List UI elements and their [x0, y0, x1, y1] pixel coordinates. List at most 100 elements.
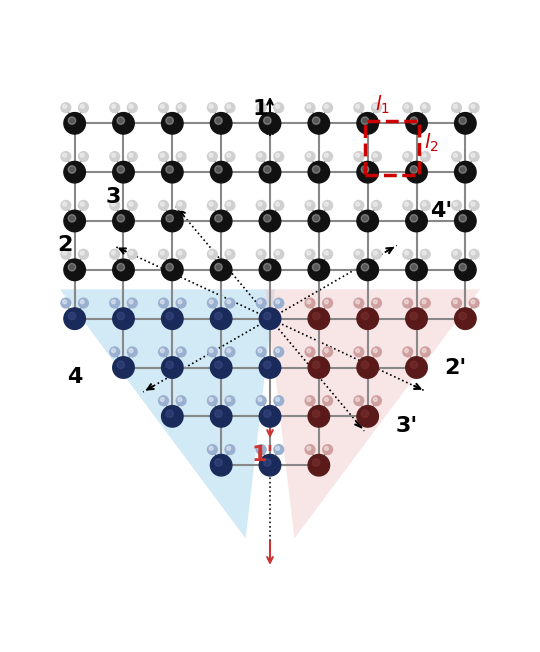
- Circle shape: [160, 251, 164, 255]
- Circle shape: [373, 398, 377, 402]
- Circle shape: [275, 300, 280, 304]
- Circle shape: [325, 202, 328, 206]
- Circle shape: [159, 103, 168, 113]
- Circle shape: [215, 312, 222, 319]
- Circle shape: [129, 349, 133, 353]
- Circle shape: [112, 202, 116, 206]
- Circle shape: [421, 152, 430, 162]
- Circle shape: [258, 251, 262, 255]
- Circle shape: [209, 349, 213, 353]
- Circle shape: [356, 202, 360, 206]
- Circle shape: [211, 162, 232, 183]
- Circle shape: [227, 300, 231, 304]
- Circle shape: [404, 104, 408, 108]
- Circle shape: [372, 298, 381, 308]
- Circle shape: [166, 166, 173, 173]
- Circle shape: [422, 300, 426, 304]
- Circle shape: [275, 104, 280, 108]
- Circle shape: [127, 200, 137, 210]
- Circle shape: [80, 104, 84, 108]
- Circle shape: [64, 308, 85, 329]
- Circle shape: [80, 202, 84, 206]
- Circle shape: [61, 298, 71, 308]
- Circle shape: [372, 347, 381, 357]
- Circle shape: [176, 298, 186, 308]
- Circle shape: [308, 308, 329, 329]
- Circle shape: [64, 162, 85, 183]
- Circle shape: [64, 113, 85, 134]
- Circle shape: [258, 202, 262, 206]
- Circle shape: [313, 166, 320, 173]
- Circle shape: [161, 259, 183, 280]
- Text: $l_1$: $l_1$: [375, 94, 390, 116]
- Circle shape: [68, 312, 76, 319]
- Text: 2': 2': [444, 357, 467, 378]
- Circle shape: [275, 202, 280, 206]
- Circle shape: [264, 459, 271, 466]
- Circle shape: [469, 249, 479, 259]
- Circle shape: [68, 263, 76, 271]
- Circle shape: [176, 103, 186, 113]
- Circle shape: [307, 251, 311, 255]
- Circle shape: [227, 447, 231, 451]
- Circle shape: [372, 249, 381, 259]
- Circle shape: [406, 162, 427, 183]
- Circle shape: [78, 298, 89, 308]
- Circle shape: [117, 361, 125, 368]
- Circle shape: [406, 210, 427, 231]
- Circle shape: [313, 361, 320, 368]
- Circle shape: [207, 298, 217, 308]
- Circle shape: [264, 166, 271, 173]
- Circle shape: [313, 410, 320, 417]
- Circle shape: [110, 298, 119, 308]
- Circle shape: [160, 153, 164, 157]
- Circle shape: [264, 215, 271, 222]
- Circle shape: [258, 153, 262, 157]
- Circle shape: [211, 406, 232, 427]
- Circle shape: [207, 152, 217, 162]
- Circle shape: [325, 349, 328, 353]
- Circle shape: [308, 162, 329, 183]
- Circle shape: [325, 251, 328, 255]
- Circle shape: [113, 308, 134, 329]
- Circle shape: [373, 300, 377, 304]
- Circle shape: [357, 210, 379, 231]
- Circle shape: [256, 347, 266, 357]
- Circle shape: [451, 298, 462, 308]
- Circle shape: [166, 312, 173, 319]
- Circle shape: [63, 153, 66, 157]
- Circle shape: [110, 347, 119, 357]
- Circle shape: [451, 249, 462, 259]
- Text: 1': 1': [252, 445, 274, 466]
- Circle shape: [166, 410, 173, 417]
- Circle shape: [455, 162, 476, 183]
- Circle shape: [161, 406, 183, 427]
- Circle shape: [361, 117, 369, 125]
- Circle shape: [129, 251, 133, 255]
- Circle shape: [207, 396, 217, 406]
- Circle shape: [323, 152, 333, 162]
- Circle shape: [256, 249, 266, 259]
- Circle shape: [422, 153, 426, 157]
- Circle shape: [64, 210, 85, 231]
- Circle shape: [305, 298, 315, 308]
- Circle shape: [176, 396, 186, 406]
- Circle shape: [112, 251, 116, 255]
- Circle shape: [451, 200, 462, 210]
- Circle shape: [404, 349, 408, 353]
- Circle shape: [372, 200, 381, 210]
- Circle shape: [403, 200, 413, 210]
- Circle shape: [117, 117, 125, 125]
- Circle shape: [403, 152, 413, 162]
- Circle shape: [305, 396, 315, 406]
- Circle shape: [258, 349, 262, 353]
- Circle shape: [410, 263, 417, 271]
- Circle shape: [325, 398, 328, 402]
- Circle shape: [209, 153, 213, 157]
- Circle shape: [110, 103, 119, 113]
- Circle shape: [264, 263, 271, 271]
- Circle shape: [406, 113, 427, 134]
- Circle shape: [373, 104, 377, 108]
- Circle shape: [160, 398, 164, 402]
- Circle shape: [356, 300, 360, 304]
